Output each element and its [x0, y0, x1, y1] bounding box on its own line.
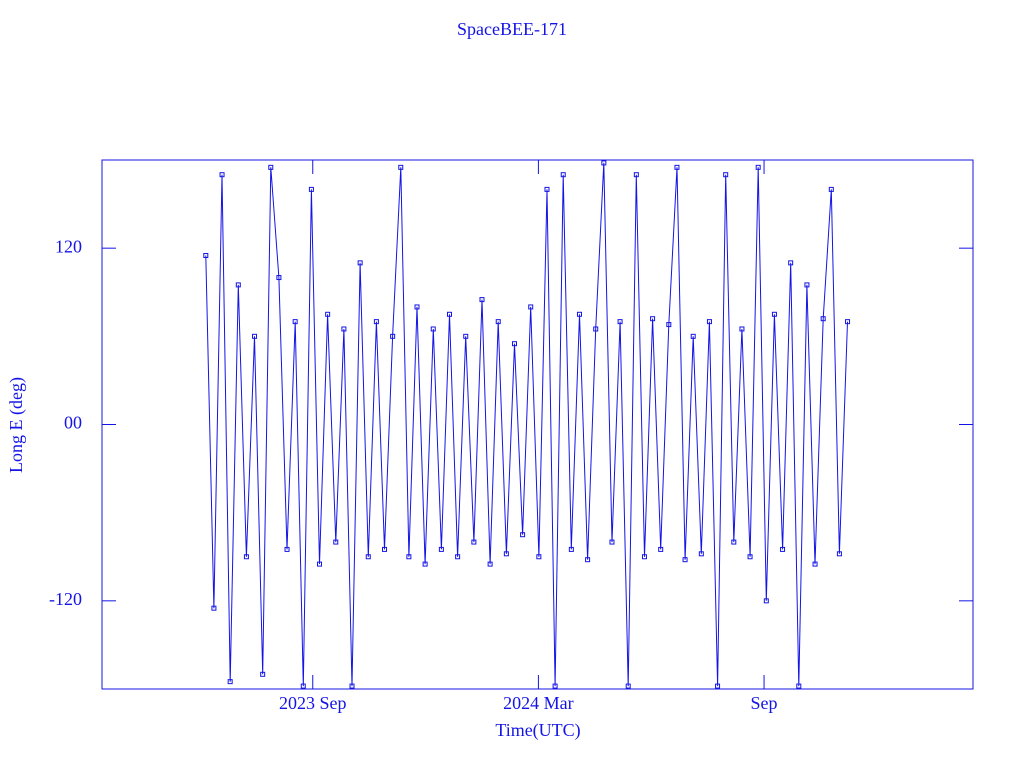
- data-point: [536, 554, 542, 560]
- data-point: [706, 319, 712, 325]
- x-axis-label: Time(UTC): [495, 720, 580, 741]
- data-point: [300, 683, 306, 689]
- data-point: [609, 539, 615, 545]
- data-point: [658, 546, 664, 552]
- data-point: [568, 546, 574, 552]
- data-point: [471, 539, 477, 545]
- data-point: [771, 311, 777, 317]
- data-point: [780, 546, 786, 552]
- data-point: [227, 679, 233, 685]
- data-point: [398, 164, 404, 170]
- x-tick-label: 2024 Mar: [503, 693, 574, 713]
- data-point: [292, 319, 298, 325]
- data-point: [317, 561, 323, 567]
- data-point: [308, 186, 314, 192]
- chart-title: SpaceBEE-171: [457, 19, 567, 39]
- data-point: [690, 333, 696, 339]
- data-point: [463, 333, 469, 339]
- data-point: [219, 172, 225, 178]
- data-point: [617, 319, 623, 325]
- data-point: [715, 683, 721, 689]
- data-point: [552, 683, 558, 689]
- data-point: [560, 172, 566, 178]
- data-point: [446, 311, 452, 317]
- data-point: [520, 532, 526, 538]
- data-point: [788, 260, 794, 266]
- data-point: [357, 260, 363, 266]
- data-point: [511, 341, 517, 347]
- data-point: [585, 557, 591, 563]
- data-point: [333, 539, 339, 545]
- data-point: [325, 311, 331, 317]
- data-point: [341, 326, 347, 332]
- data-point: [235, 282, 241, 288]
- data-point: [365, 554, 371, 560]
- data-point: [503, 551, 509, 557]
- data-point: [812, 561, 818, 567]
- data-point: [641, 554, 647, 560]
- data-point: [633, 172, 639, 178]
- data-point: [479, 297, 485, 303]
- x-tick-label: Sep: [751, 693, 778, 713]
- data-point: [203, 253, 209, 259]
- data-point: [243, 554, 249, 560]
- y-axis-label: Long E (deg): [6, 377, 27, 473]
- data-point: [438, 546, 444, 552]
- data-point: [674, 164, 680, 170]
- y-tick-label: 120: [55, 236, 82, 256]
- data-point: [601, 160, 607, 166]
- data-point: [828, 186, 834, 192]
- data-point: [796, 683, 802, 689]
- data-point: [260, 671, 266, 677]
- data-point: [593, 326, 599, 332]
- x-tick-label: 2023 Sep: [279, 693, 347, 713]
- data-point: [406, 554, 412, 560]
- plot-frame: [101, 159, 974, 690]
- data-point: [544, 186, 550, 192]
- data-point: [390, 333, 396, 339]
- data-point: [698, 551, 704, 557]
- data-point: [666, 322, 672, 328]
- data-point: [804, 282, 810, 288]
- data-point: [422, 561, 428, 567]
- data-point: [755, 164, 761, 170]
- data-point: [576, 311, 582, 317]
- data-point: [284, 546, 290, 552]
- data-point: [349, 683, 355, 689]
- data-point: [836, 551, 842, 557]
- data-point: [682, 557, 688, 563]
- data-point: [495, 319, 501, 325]
- data-point: [268, 164, 274, 170]
- data-point: [487, 561, 493, 567]
- data-point: [211, 605, 217, 611]
- data-point: [276, 275, 282, 281]
- data-point: [723, 172, 729, 178]
- data-line: [205, 162, 848, 687]
- data-point: [430, 326, 436, 332]
- data-point: [650, 316, 656, 322]
- data-point: [373, 319, 379, 325]
- data-point: [747, 554, 753, 560]
- data-point: [625, 683, 631, 689]
- data-point: [455, 554, 461, 560]
- data-point: [414, 304, 420, 310]
- data-point: [252, 333, 258, 339]
- data-point: [731, 539, 737, 545]
- data-point: [820, 316, 826, 322]
- data-point: [739, 326, 745, 332]
- data-point: [845, 319, 851, 325]
- y-tick-label: -120: [49, 589, 82, 609]
- y-tick-label: 00: [64, 413, 82, 433]
- data-point: [528, 304, 534, 310]
- data-point: [382, 546, 388, 552]
- data-point: [763, 598, 769, 604]
